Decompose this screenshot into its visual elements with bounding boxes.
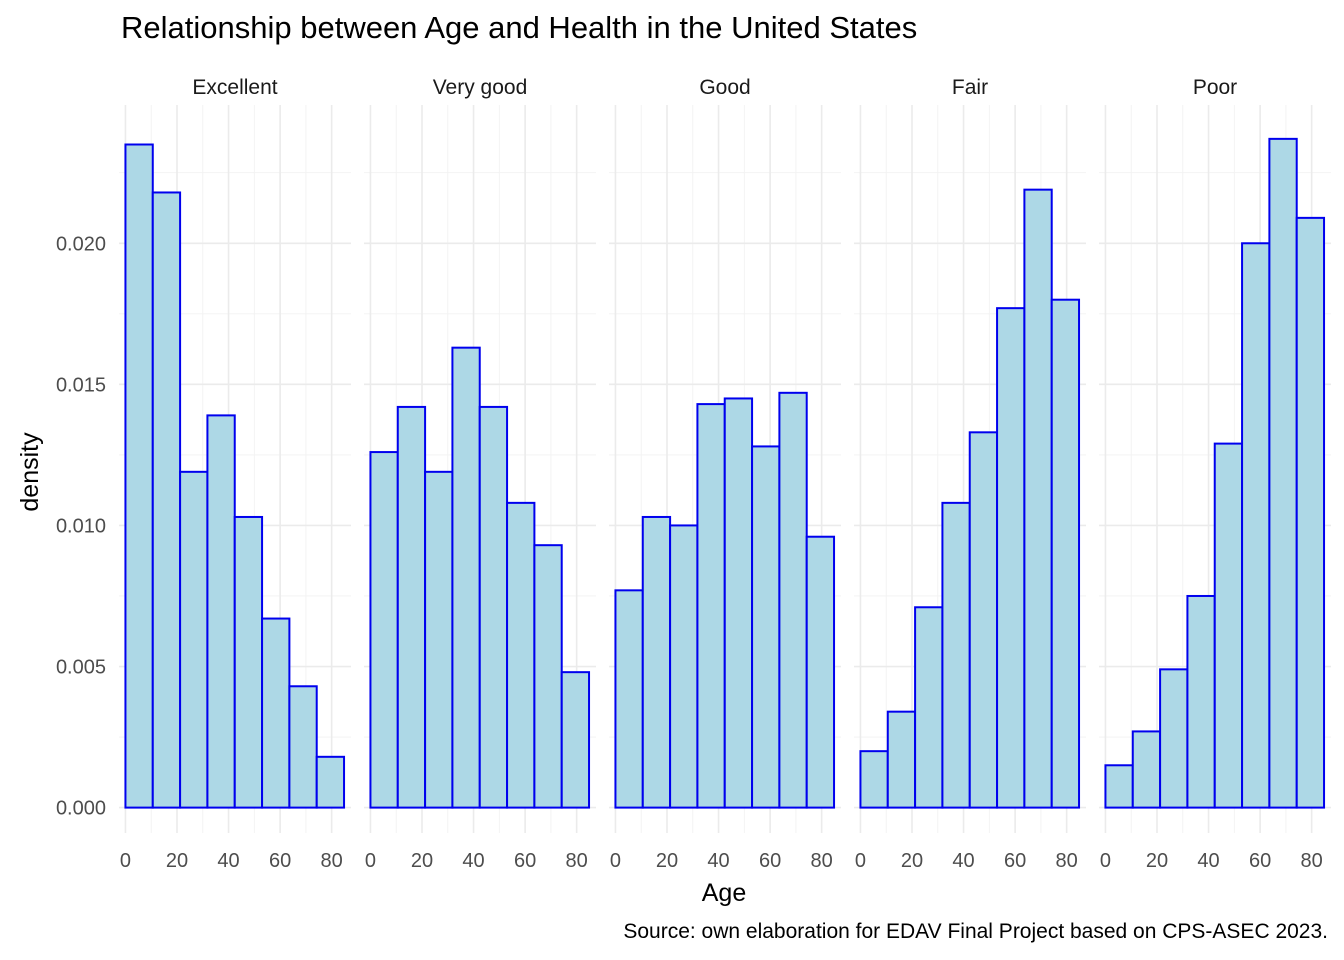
histogram-bar (696, 403, 726, 809)
histogram-bar (315, 755, 346, 809)
x-tick-label: 60 (759, 850, 781, 872)
histogram-bar (179, 470, 209, 809)
x-tick-label: 0 (1100, 850, 1111, 872)
histogram-bar (261, 617, 291, 809)
histogram-bar (641, 515, 672, 809)
x-tick-label: 60 (1249, 850, 1271, 872)
histogram-bar (1159, 668, 1189, 809)
x-tick-label: 80 (566, 850, 588, 872)
histogram-bar (751, 445, 781, 809)
facet-label: Very good (433, 76, 528, 99)
histogram-bar (506, 501, 536, 809)
histogram-bar (151, 191, 182, 809)
histogram-bar (206, 414, 236, 809)
histogram-bar (288, 685, 318, 809)
histogram-bar (369, 451, 399, 809)
histogram-bar (968, 431, 999, 809)
x-tick-label: 20 (166, 850, 188, 872)
histogram-bar (614, 589, 644, 809)
histogram-bar (1131, 730, 1162, 809)
histogram-bar (560, 671, 591, 809)
x-tick-label: 20 (411, 850, 433, 872)
histogram-bar (424, 470, 454, 809)
x-tick-label: 60 (1004, 850, 1026, 872)
histogram-bar (1241, 242, 1271, 809)
x-axis-title: Age (702, 879, 746, 907)
histogram-bar (996, 307, 1026, 809)
y-tick-label: 0.015 (56, 374, 106, 396)
histogram-bar (1104, 764, 1134, 809)
histogram-bar (1186, 594, 1216, 809)
y-tick-label: 0.000 (56, 798, 106, 820)
histogram-bar (886, 710, 917, 809)
x-tick-label: 40 (217, 850, 239, 872)
histogram-bar (451, 346, 481, 809)
x-tick-label: 60 (514, 850, 536, 872)
x-tick-label: 20 (656, 850, 678, 872)
x-tick-label: 80 (811, 850, 833, 872)
chart-title: Relationship between Age and Health in t… (121, 10, 918, 45)
histogram-bar (1023, 188, 1053, 809)
y-tick-label: 0.010 (56, 515, 106, 537)
histogram-bar (1295, 216, 1326, 809)
x-tick-label: 40 (952, 850, 974, 872)
x-tick-label: 0 (365, 850, 376, 872)
x-tick-label: 40 (707, 850, 729, 872)
x-tick-label: 60 (269, 850, 291, 872)
histogram-bar (723, 397, 754, 809)
histogram-bar (669, 524, 699, 809)
histogram-bar (914, 606, 944, 809)
histogram-bar (396, 405, 427, 809)
x-tick-label: 80 (1056, 850, 1078, 872)
chart-caption: Source: own elaboration for EDAV Final P… (623, 920, 1328, 943)
x-tick-label: 40 (462, 850, 484, 872)
histogram-bar (1050, 298, 1081, 809)
y-tick-label: 0.005 (56, 657, 106, 679)
histogram-bar (124, 143, 154, 809)
y-axis-title: density (16, 432, 44, 512)
histogram-bar (1268, 137, 1298, 809)
x-tick-label: 40 (1197, 850, 1219, 872)
x-tick-label: 20 (1146, 850, 1168, 872)
histogram-bar (1213, 442, 1244, 809)
facet-label: Poor (1193, 76, 1237, 99)
x-tick-label: 0 (855, 850, 866, 872)
y-tick-label: 0.020 (56, 233, 106, 255)
facet-label: Fair (952, 76, 988, 99)
x-tick-label: 80 (1301, 850, 1323, 872)
x-tick-label: 20 (901, 850, 923, 872)
x-tick-label: 80 (321, 850, 343, 872)
histogram-bar (859, 750, 889, 809)
x-tick-label: 0 (610, 850, 621, 872)
histogram-bar (778, 391, 808, 809)
facet-label: Excellent (192, 76, 277, 99)
histogram-bar (478, 405, 509, 809)
facet-label: Good (699, 76, 750, 99)
histogram-bar (233, 515, 264, 809)
histogram-bar (805, 535, 836, 809)
histogram-bar (533, 544, 563, 809)
x-tick-label: 0 (120, 850, 131, 872)
histogram-bar (941, 501, 971, 809)
